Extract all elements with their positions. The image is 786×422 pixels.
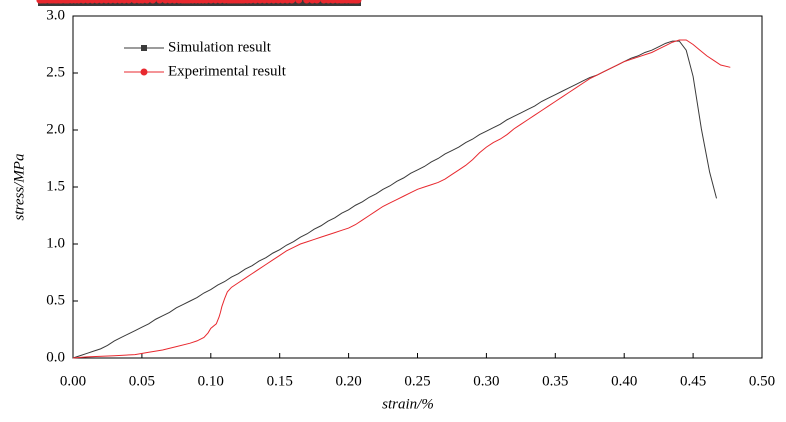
marker — [131, 0, 139, 4]
y-tick-label: 0.5 — [46, 292, 65, 308]
x-tick-label: 0.45 — [680, 373, 706, 389]
marker — [327, 0, 334, 6]
marker — [147, 0, 154, 6]
y-tick-label: 1.0 — [46, 235, 65, 251]
marker — [282, 0, 289, 6]
x-tick-label: 0.15 — [267, 373, 293, 389]
x-tick-label: 0.10 — [198, 373, 224, 389]
marker — [169, 0, 176, 6]
marker — [316, 0, 323, 6]
marker — [286, 0, 293, 6]
x-tick-label: 0.25 — [404, 373, 430, 389]
marker — [210, 0, 217, 6]
marker — [250, 0, 257, 6]
marker — [320, 0, 328, 4]
y-tick-label: 1.5 — [46, 178, 65, 194]
marker — [301, 0, 308, 6]
marker — [77, 0, 84, 6]
marker — [46, 0, 54, 4]
y-tick-label: 2.5 — [46, 64, 65, 80]
x-axis-label: strain/% — [382, 396, 434, 412]
legend-label: Simulation result — [168, 39, 272, 55]
x-tick-label: 0.20 — [335, 373, 361, 389]
x-tick-label: 0.50 — [749, 373, 775, 389]
y-tick-label: 2.0 — [46, 121, 65, 137]
legend-marker — [140, 68, 148, 76]
series-line — [72, 39, 731, 359]
marker — [109, 0, 116, 6]
series-line — [72, 40, 718, 359]
marker — [158, 0, 165, 6]
legend-marker — [141, 45, 147, 51]
marker — [303, 0, 311, 4]
marker — [298, 0, 304, 6]
marker — [91, 0, 98, 6]
marker — [308, 0, 316, 4]
marker — [295, 0, 303, 4]
legend-label: Experimental result — [168, 63, 287, 79]
y-tick-label: 3.0 — [46, 7, 65, 23]
marker — [254, 0, 261, 6]
marker — [156, 0, 164, 4]
y-axis-label: stress/MPa — [11, 154, 27, 221]
marker — [63, 0, 71, 4]
marker — [149, 0, 157, 4]
x-tick-label: 0.00 — [60, 373, 86, 389]
x-tick-label: 0.40 — [611, 373, 637, 389]
marker — [214, 0, 221, 6]
marker — [161, 0, 169, 4]
marker — [41, 0, 48, 4]
y-tick-label: 0.0 — [46, 349, 65, 365]
x-tick-label: 0.30 — [473, 373, 499, 389]
x-tick-label: 0.35 — [542, 373, 568, 389]
x-tick-label: 0.05 — [129, 373, 155, 389]
